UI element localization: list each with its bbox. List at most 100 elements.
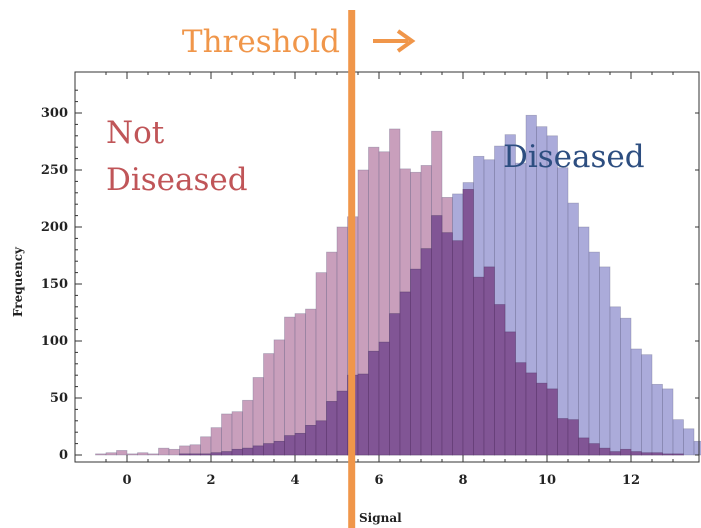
diseased-bar xyxy=(567,202,579,456)
overlap-bar xyxy=(641,452,653,456)
overlap-bar xyxy=(357,373,369,456)
plot-frame xyxy=(74,71,700,463)
diseased-bar xyxy=(578,226,590,456)
overlap-bar xyxy=(252,445,264,456)
overlap-bar xyxy=(441,232,453,456)
not-diseased-bar xyxy=(263,353,275,456)
overlap-bar xyxy=(368,350,380,456)
overlap-bar xyxy=(326,401,338,456)
ticks-layer: 0 2 4 6 8 10 12 0 50 100 150 200 250 300 xyxy=(41,72,699,488)
overlap-bar xyxy=(515,362,527,456)
y-tick-label: 150 xyxy=(41,277,68,292)
diseased-bar xyxy=(609,306,621,456)
y-tick-label: 300 xyxy=(41,106,68,121)
overlap-bar xyxy=(609,451,621,456)
x-tick-label: 0 xyxy=(122,473,131,488)
diseased-bar xyxy=(683,428,695,456)
diseased-bar xyxy=(588,251,600,456)
not-diseased-bar xyxy=(168,448,180,456)
overlap-bar xyxy=(504,331,516,456)
y-tick-label: 200 xyxy=(41,220,68,235)
not-diseased-bar xyxy=(147,453,159,456)
overlap-bar xyxy=(662,453,674,456)
overlap-bar xyxy=(630,451,642,456)
diseased-bar xyxy=(557,167,569,456)
overlap-bar xyxy=(294,432,306,456)
diseased-bar xyxy=(662,388,674,456)
overlap-bar xyxy=(179,453,191,456)
overlap-bar xyxy=(305,425,317,456)
y-tick-label: 0 xyxy=(59,448,68,463)
not-diseased-bar xyxy=(95,453,107,456)
not-diseased-bar xyxy=(189,444,201,456)
not-diseased-label-line1: Not xyxy=(106,115,165,151)
overlap-bar xyxy=(651,452,663,456)
diseased-bar xyxy=(599,266,611,456)
diseased-bar xyxy=(651,383,663,456)
threshold-label: Threshold xyxy=(182,24,340,60)
overlap-bar xyxy=(599,447,611,456)
y-axis-title: Frequency xyxy=(11,246,25,317)
overlap-bar xyxy=(431,215,443,456)
overlap-bar xyxy=(588,443,600,456)
overlap-bar xyxy=(546,388,558,456)
overlap-bar xyxy=(420,248,432,456)
diseased-bar xyxy=(693,440,701,456)
not-diseased-bar xyxy=(105,452,117,456)
diseased-bar xyxy=(641,354,653,456)
x-tick-label: 4 xyxy=(290,473,299,488)
y-tick-label: 250 xyxy=(41,163,68,178)
overlap-bar xyxy=(620,448,632,456)
not-diseased-bar xyxy=(116,450,128,456)
x-axis-title: Signal xyxy=(359,511,402,525)
bars-layer xyxy=(95,114,701,456)
axes-layer xyxy=(74,71,700,463)
overlap-bar xyxy=(231,448,243,456)
not-diseased-bar xyxy=(231,411,243,456)
not-diseased-bar xyxy=(242,399,254,456)
overlap-bar xyxy=(462,189,474,456)
overlap-bar xyxy=(210,452,222,456)
threshold-arrow-head xyxy=(396,29,416,53)
not-diseased-bar xyxy=(273,339,285,456)
overlap-bar xyxy=(399,291,411,456)
overlap-bar xyxy=(378,341,390,456)
overlap-bar xyxy=(473,276,485,456)
overlap-bar xyxy=(273,440,285,456)
diseased-label: Diseased xyxy=(503,139,645,175)
not-diseased-label-line2: Diseased xyxy=(106,162,248,198)
x-tick-label: 6 xyxy=(374,473,383,488)
overlap-bar xyxy=(452,240,464,456)
not-diseased-bar xyxy=(126,453,138,456)
overlap-bar xyxy=(494,304,506,456)
not-diseased-bar xyxy=(200,436,212,456)
threshold-arrow-icon xyxy=(373,29,416,53)
not-diseased-bar xyxy=(137,452,149,456)
overlap-bar xyxy=(242,447,254,456)
x-tick-label: 8 xyxy=(458,473,467,488)
overlap-bar xyxy=(389,313,401,456)
overlap-bar xyxy=(672,453,684,456)
x-tick-label: 10 xyxy=(538,473,556,488)
y-tick-label: 50 xyxy=(50,391,68,406)
overlap-bar xyxy=(263,443,275,456)
x-tick-label: 12 xyxy=(622,473,640,488)
not-diseased-bar xyxy=(252,377,264,456)
not-diseased-bar xyxy=(158,447,170,456)
overlap-bar xyxy=(189,453,201,456)
overlap-bar xyxy=(578,437,590,456)
not-diseased-bar xyxy=(221,413,233,456)
overlap-bar xyxy=(284,435,296,456)
y-tick-label: 100 xyxy=(41,334,68,349)
overlap-bar xyxy=(567,419,579,456)
overlap-bar xyxy=(200,453,212,456)
not-diseased-bar xyxy=(284,316,296,456)
diseased-bar xyxy=(620,317,632,456)
overlap-bar xyxy=(221,451,233,456)
overlap-bar xyxy=(410,268,422,456)
overlap-bar xyxy=(483,266,495,456)
diseased-bar xyxy=(630,348,642,456)
x-tick-label: 2 xyxy=(206,473,215,488)
overlap-bar xyxy=(557,418,569,456)
